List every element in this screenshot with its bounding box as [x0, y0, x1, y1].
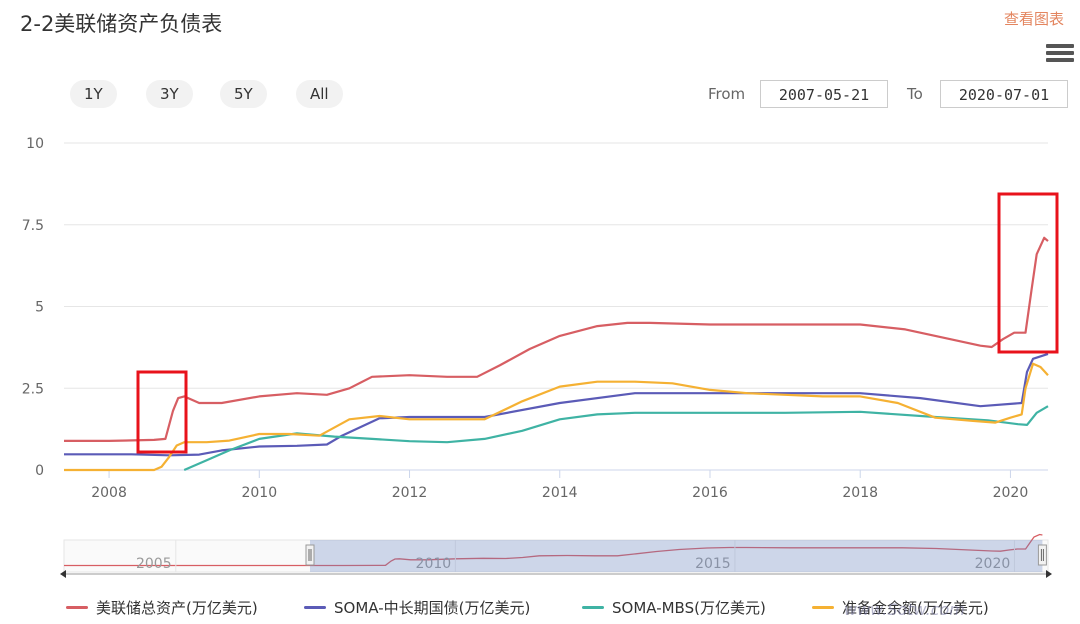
y-tick-label: 10: [26, 136, 44, 152]
navigator-tick-label: 2020: [975, 556, 1011, 572]
y-tick-label: 5: [35, 300, 44, 316]
x-tick-label: 2020: [993, 485, 1029, 501]
view-chart-link[interactable]: 查看图表: [1003, 10, 1064, 28]
range-5y-button[interactable]: 5Y: [220, 80, 267, 108]
to-date-input[interactable]: 2020-07-01: [940, 80, 1068, 108]
scroll-left-arrow-icon[interactable]: [60, 570, 66, 578]
x-tick-label: 2010: [241, 485, 277, 501]
scroll-right-arrow-icon[interactable]: [1046, 570, 1052, 578]
x-tick-label: 2014: [542, 485, 578, 501]
navigator-selection[interactable]: [310, 540, 1043, 572]
x-tick-label: 2008: [91, 485, 127, 501]
legend-total-assets[interactable]: 美联储总资产(万亿美元): [66, 596, 258, 618]
legend-label: SOMA-MBS(万亿美元): [612, 598, 766, 617]
x-tick-label: 2012: [392, 485, 428, 501]
annotation-box-2020: [997, 192, 1059, 354]
legend-reserves[interactable]: 准备金余额(万亿美元): [812, 596, 989, 618]
x-tick-label: 2018: [842, 485, 878, 501]
navigator-handle-right[interactable]: [1037, 544, 1047, 566]
annotation-box-2008: [136, 370, 188, 454]
navigator-handle-left[interactable]: [305, 544, 315, 566]
range-all-button[interactable]: All: [296, 80, 343, 108]
legend-label: SOMA-中长期国债(万亿美元): [334, 598, 531, 617]
y-tick-label: 2.5: [22, 381, 44, 397]
legend-mbs[interactable]: SOMA-MBS(万亿美元): [582, 596, 766, 618]
from-date-input[interactable]: 2007-05-21: [760, 80, 888, 108]
chart-title: 2-2美联储资产负债表: [20, 12, 223, 36]
watermark-text: www.Sotw.com: [844, 600, 965, 619]
from-label: From: [708, 85, 746, 103]
y-tick-label: 0: [35, 463, 44, 479]
legend-swatch: [304, 605, 326, 609]
x-tick-label: 2016: [692, 485, 728, 501]
series-line-total-assets: [64, 236, 1049, 442]
range-1y-button[interactable]: 1Y: [70, 80, 117, 108]
series-line-mbs: [183, 405, 1049, 472]
legend-swatch: [812, 605, 834, 609]
legend-label: 美联储总资产(万亿美元): [96, 598, 258, 617]
navigator-tick-label: 2015: [695, 556, 731, 572]
navigator-tick-label: 2010: [416, 556, 452, 572]
series-line-reserves: [64, 362, 1049, 472]
y-tick-label: 7.5: [22, 218, 44, 234]
legend-label: 准备金余额(万亿美元): [842, 598, 989, 617]
navigator-series-line: [64, 533, 1043, 567]
series-line-treasury: [64, 352, 1049, 457]
legend-swatch: [66, 605, 88, 609]
range-3y-button[interactable]: 3Y: [146, 80, 193, 108]
legend-swatch: [582, 605, 604, 609]
hamburger-menu-icon[interactable]: [1046, 44, 1074, 66]
to-label: To: [907, 85, 923, 103]
navigator-tick-label: 2005: [136, 556, 172, 572]
legend-treasury[interactable]: SOMA-中长期国债(万亿美元): [304, 596, 530, 618]
